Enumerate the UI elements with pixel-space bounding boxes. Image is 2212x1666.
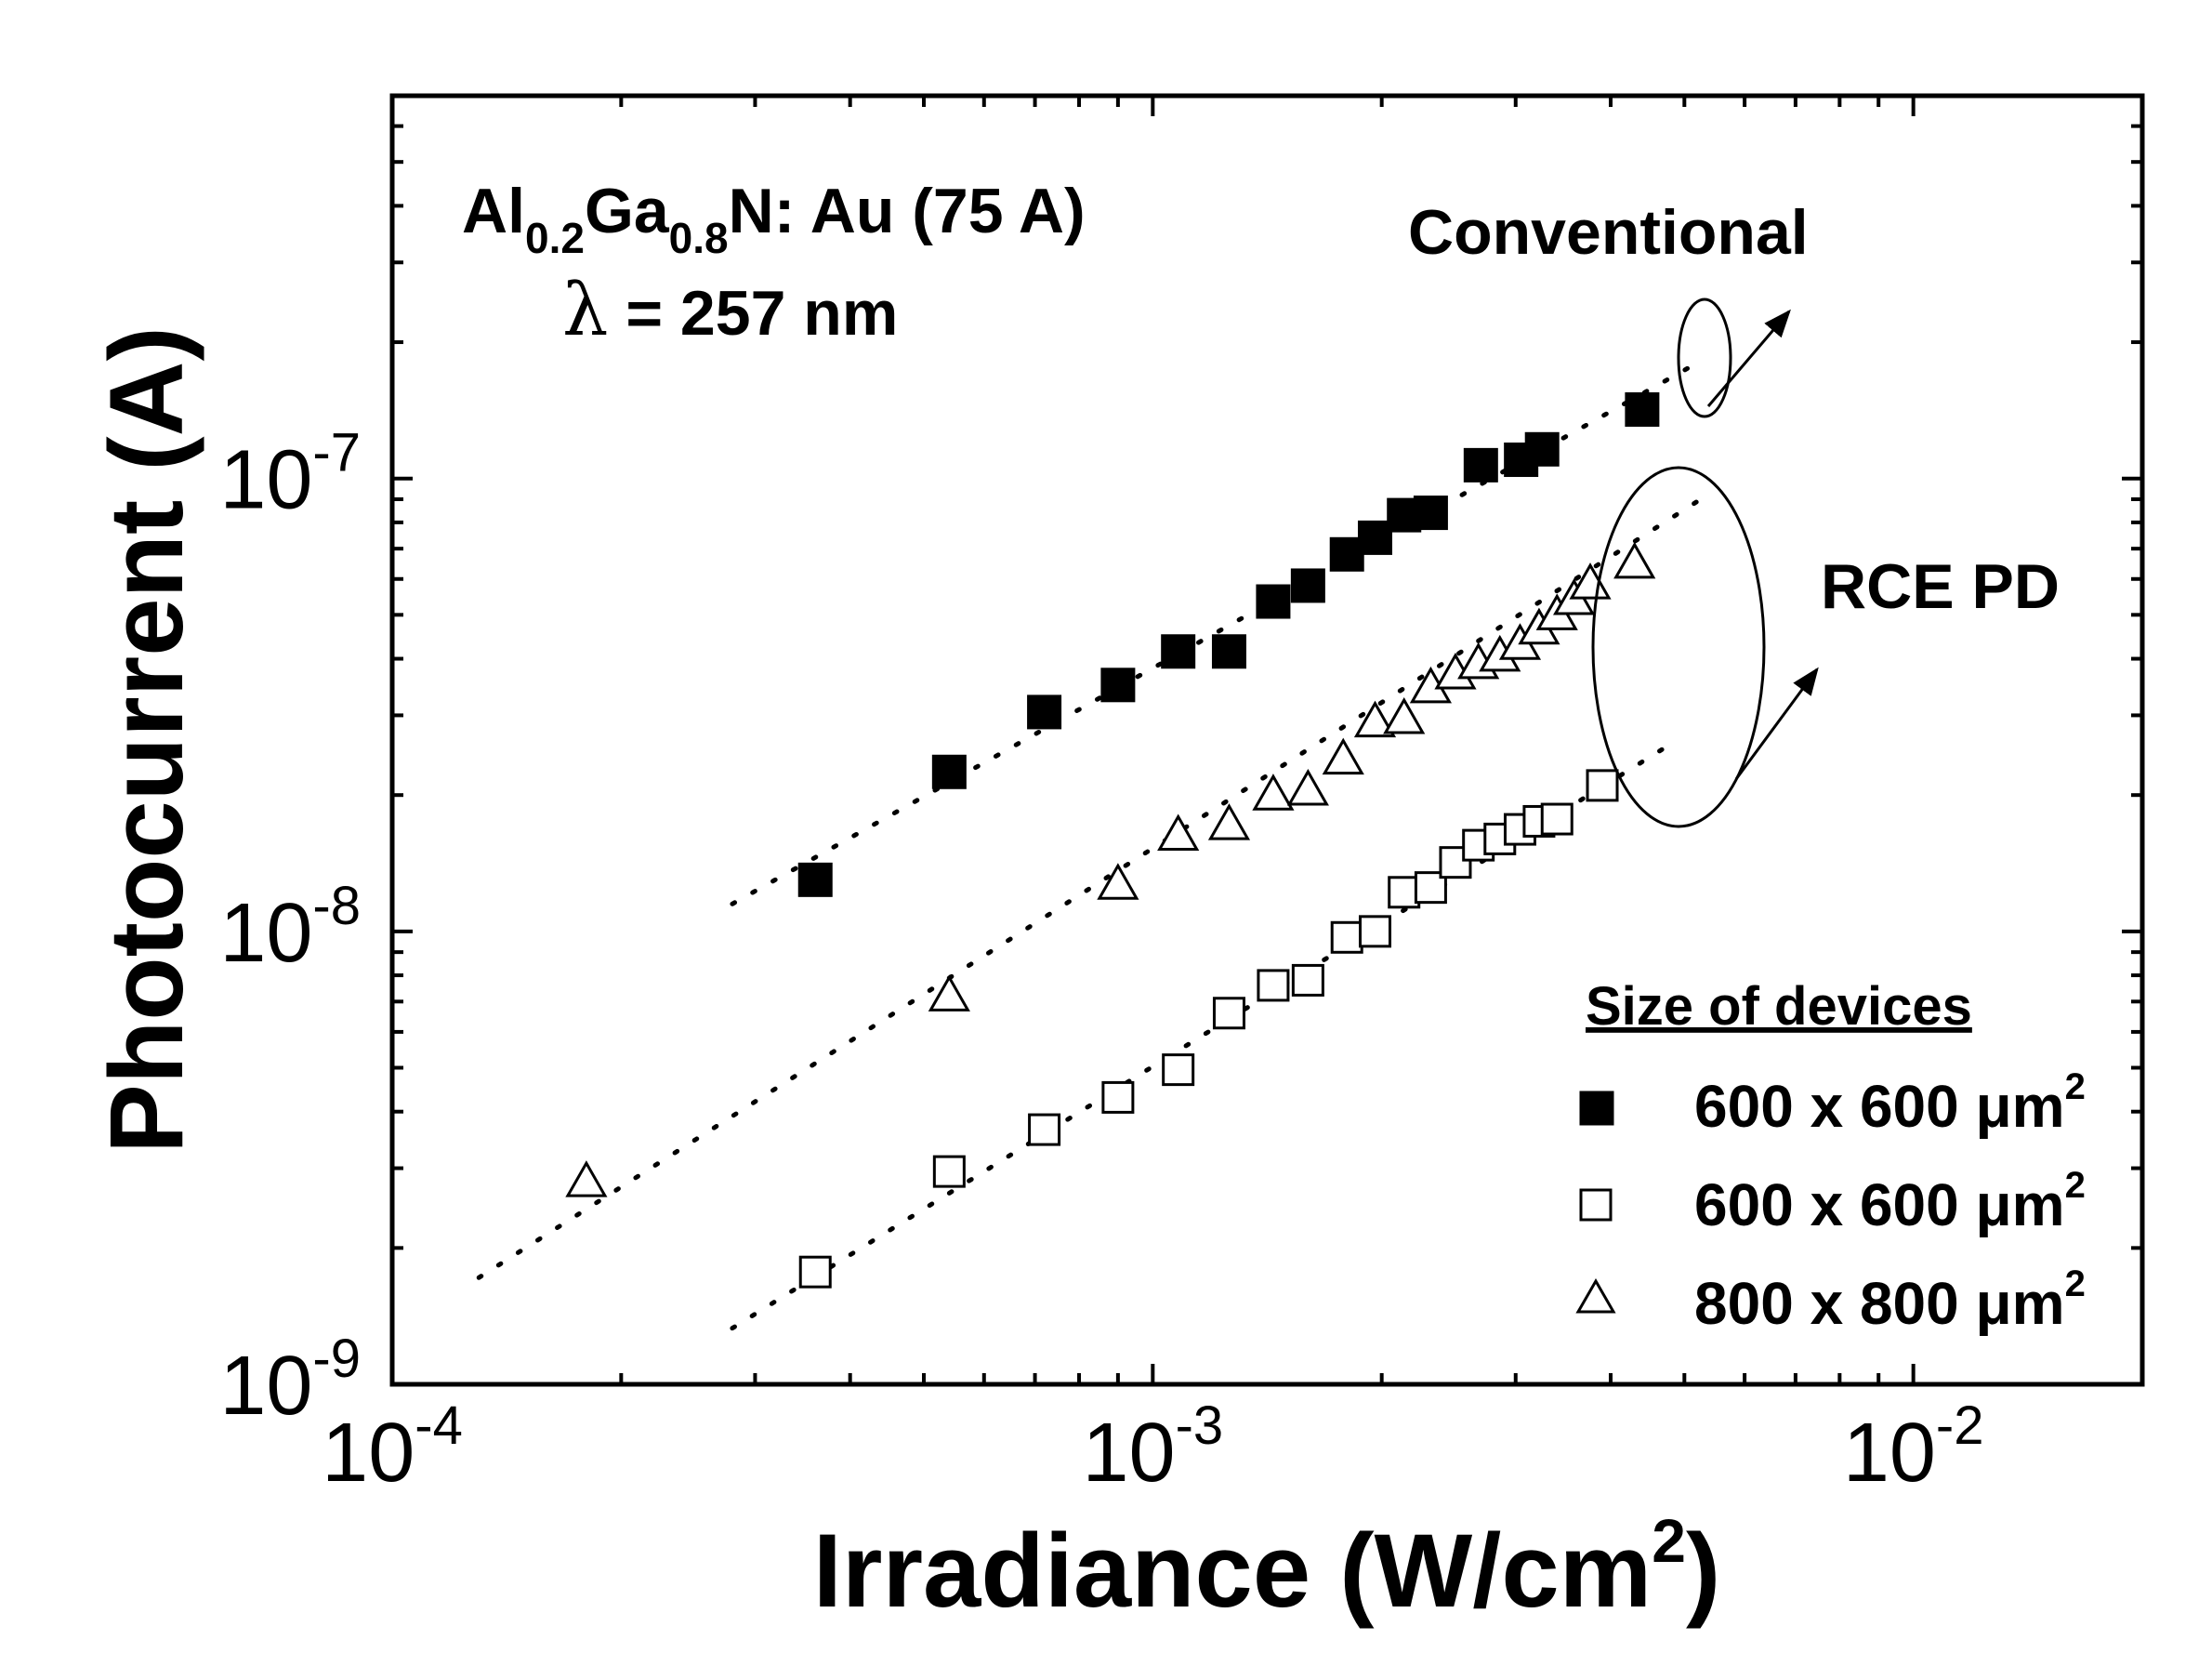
point-filled-square	[1413, 496, 1448, 531]
point-filled-square	[1357, 520, 1392, 555]
y-tick-label: 10-7	[219, 423, 361, 527]
point-open-triangle	[1613, 541, 1656, 579]
point-filled-square	[1211, 634, 1246, 669]
y-tick-label: 10-9	[219, 1329, 361, 1433]
legend-marker-open-square	[1579, 1188, 1613, 1222]
point-filled-square	[1625, 392, 1660, 428]
point-open-triangle	[1286, 768, 1329, 806]
point-filled-square	[1100, 668, 1136, 703]
point-filled-square	[931, 754, 967, 789]
fit-conventional	[730, 360, 1700, 906]
point-open-square	[932, 1155, 966, 1188]
point-open-triangle	[928, 974, 970, 1012]
y-tick-label: 10-8	[219, 876, 361, 980]
axis-ticks	[390, 94, 2144, 1386]
rce-ellipse	[1591, 466, 1766, 828]
point-open-triangle	[1207, 803, 1251, 840]
point-open-triangle	[1353, 700, 1397, 738]
legend-marker-open-triangle	[1575, 1277, 1616, 1314]
point-open-square	[1212, 997, 1245, 1030]
point-open-triangle	[1097, 863, 1139, 900]
legend-label-open-triangle: 800 x 800 μm2	[1694, 1263, 2086, 1337]
legend-label-filled-square: 600 x 600 μm2	[1694, 1066, 2086, 1140]
conventional-label: Conventional	[1408, 197, 1809, 268]
tick-labels: 10-4 10-3 10-2 10-9 10-8 10-7	[219, 423, 1983, 1500]
point-open-square	[1257, 969, 1290, 1002]
point-filled-square	[1290, 568, 1325, 603]
point-filled-square	[1329, 536, 1364, 572]
material-label: Al0.2Ga0.8N: Au (75 A)	[462, 176, 1086, 262]
point-open-square	[1358, 915, 1391, 948]
legend-marker-filled-square	[1579, 1091, 1614, 1126]
plot-frame	[389, 93, 2145, 1387]
wavelength-label: λ = 257 nm	[562, 269, 898, 352]
conventional-ellipse	[1677, 298, 1732, 418]
point-open-triangle	[1157, 813, 1200, 851]
point-open-square	[1162, 1053, 1195, 1087]
point-open-square	[1586, 769, 1619, 802]
point-filled-square	[797, 862, 833, 897]
point-open-square	[798, 1255, 832, 1289]
point-open-square	[1101, 1080, 1135, 1114]
x-tick-label: 10-4	[322, 1395, 463, 1500]
fit-rce-800	[476, 498, 1700, 1280]
rce-arrow	[1734, 667, 1819, 780]
legend: Size of devices 600 x 600 μm2 600 x 600 …	[1575, 976, 2086, 1337]
point-open-triangle	[1322, 737, 1364, 775]
data-markers	[565, 392, 1660, 1289]
point-open-square	[1330, 920, 1363, 954]
x-tick-label: 10-3	[1082, 1395, 1223, 1500]
legend-title: Size of devices	[1586, 976, 1972, 1037]
x-axis-title: Irradiance (W/cm2)	[813, 1506, 1721, 1629]
point-filled-square	[1027, 694, 1062, 730]
point-open-square	[1291, 963, 1324, 997]
x-tick-label: 10-2	[1843, 1395, 1984, 1500]
point-open-square	[1540, 802, 1573, 836]
point-filled-square	[1161, 634, 1196, 669]
point-filled-square	[1256, 584, 1291, 619]
point-open-triangle	[1252, 774, 1295, 811]
point-open-square	[1028, 1113, 1061, 1146]
rce-pd-label: RCE PD	[1821, 551, 2060, 622]
point-open-triangle	[1383, 696, 1426, 734]
point-open-triangle	[565, 1160, 608, 1197]
conventional-arrow	[1706, 309, 1791, 407]
legend-label-open-square: 600 x 600 μm2	[1694, 1165, 2086, 1238]
y-axis-title: Photocurrent (A)	[88, 326, 204, 1154]
point-filled-square	[1524, 431, 1560, 467]
point-open-square	[1388, 876, 1421, 909]
point-open-triangle	[1569, 562, 1612, 600]
point-filled-square	[1463, 447, 1498, 483]
